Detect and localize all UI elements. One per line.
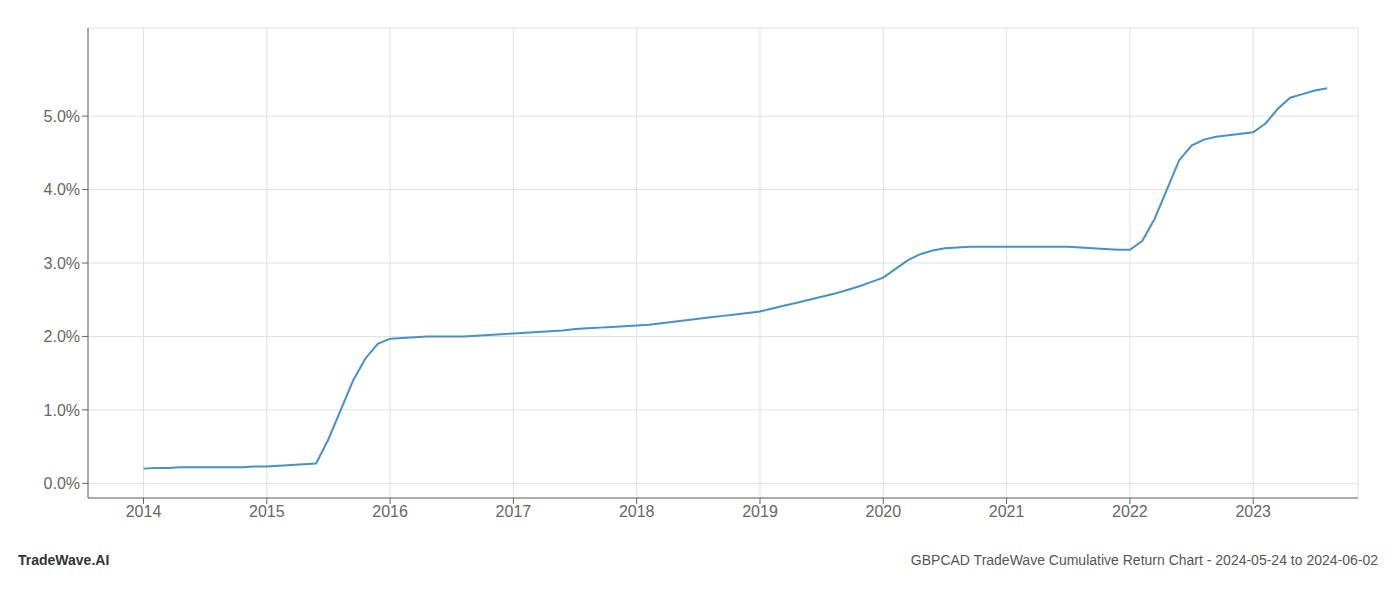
svg-text:1.0%: 1.0%	[44, 402, 80, 419]
svg-text:2014: 2014	[126, 503, 162, 520]
svg-text:5.0%: 5.0%	[44, 108, 80, 125]
svg-text:2018: 2018	[619, 503, 655, 520]
svg-text:4.0%: 4.0%	[44, 181, 80, 198]
svg-text:2015: 2015	[249, 503, 285, 520]
svg-text:2016: 2016	[372, 503, 408, 520]
svg-text:2017: 2017	[496, 503, 532, 520]
svg-text:3.0%: 3.0%	[44, 255, 80, 272]
svg-text:2020: 2020	[865, 503, 901, 520]
html-text:TradeWave.AI: TradeWave.AI	[18, 552, 110, 568]
svg-text:2021: 2021	[989, 503, 1025, 520]
svg-text:2022: 2022	[1112, 503, 1148, 520]
svg-text:2.0%: 2.0%	[44, 328, 80, 345]
html-text:GBPCAD TradeWave Cumulative Re: GBPCAD TradeWave Cumulative Return Chart…	[910, 552, 1378, 568]
svg-text:2023: 2023	[1235, 503, 1271, 520]
svg-text:2019: 2019	[742, 503, 778, 520]
svg-text:0.0%: 0.0%	[44, 475, 80, 492]
